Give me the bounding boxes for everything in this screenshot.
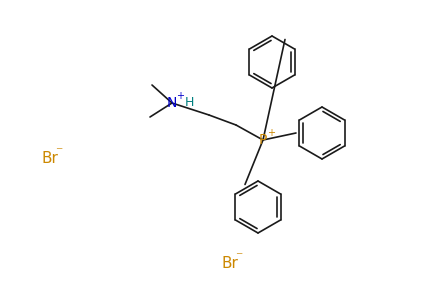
Text: +: + bbox=[175, 91, 184, 101]
Text: +: + bbox=[266, 128, 274, 138]
Text: P: P bbox=[258, 133, 267, 147]
Text: Br: Br bbox=[221, 255, 238, 271]
Text: Br: Br bbox=[42, 150, 59, 166]
Text: ⁻: ⁻ bbox=[55, 145, 62, 159]
Text: H: H bbox=[184, 96, 193, 108]
Text: ⁻: ⁻ bbox=[235, 250, 242, 264]
Text: N: N bbox=[166, 96, 177, 110]
